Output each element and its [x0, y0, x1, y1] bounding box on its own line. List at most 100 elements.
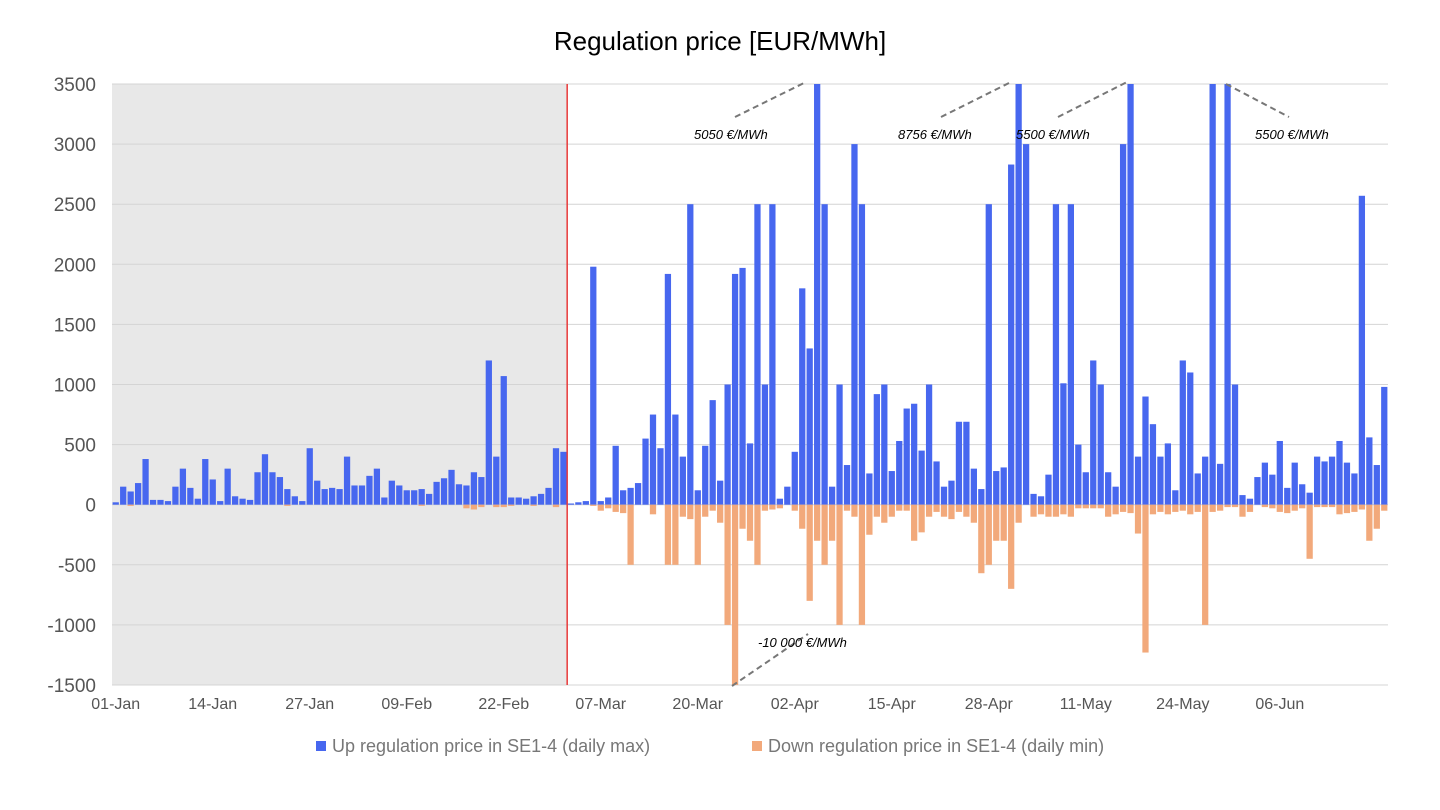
down-bar [1209, 504, 1216, 512]
down-bar [1075, 504, 1082, 509]
up-bar [530, 496, 537, 505]
up-bar [403, 490, 410, 505]
up-bar [851, 144, 858, 505]
up-bar [687, 204, 694, 505]
up-bar [388, 480, 395, 505]
down-bar [1313, 504, 1321, 508]
down-bar [791, 504, 798, 511]
up-bar [515, 497, 522, 505]
up-bar [1022, 144, 1030, 505]
down-bar [1097, 504, 1104, 509]
down-bar [814, 504, 821, 541]
up-bar [508, 497, 515, 505]
up-bar [381, 497, 388, 505]
down-bar [664, 504, 672, 565]
up-bar [1000, 467, 1007, 505]
down-bar [933, 504, 940, 512]
down-bar [418, 504, 425, 506]
down-bar [1067, 504, 1074, 517]
up-bar [1142, 396, 1149, 505]
down-bar [1381, 504, 1388, 511]
down-bar [1157, 504, 1164, 512]
up-bar [896, 440, 903, 505]
up-bar [955, 421, 963, 505]
up-bar [448, 469, 455, 505]
x-tick-label: 06-Jun [1255, 696, 1304, 713]
up-bar [269, 472, 276, 505]
annotation-label: 5500 €/MWh [1255, 127, 1329, 142]
down-bar [769, 504, 776, 510]
down-bar [127, 504, 134, 506]
up-bar [590, 266, 597, 505]
down-bar [1299, 504, 1306, 509]
up-bar [1149, 424, 1157, 505]
up-bar [172, 486, 179, 505]
up-bar [918, 450, 925, 505]
up-bar [1082, 472, 1089, 505]
down-bar [1343, 504, 1351, 514]
annotation-label: 5500 €/MWh [1016, 127, 1090, 142]
up-bar [1231, 384, 1239, 505]
up-bar [1239, 495, 1246, 505]
down-bar [1358, 504, 1366, 510]
up-bar [418, 489, 425, 505]
up-bar [1067, 204, 1074, 505]
down-bar [478, 504, 485, 508]
up-bar [993, 471, 1000, 505]
up-bar [306, 448, 313, 505]
up-bar [351, 485, 358, 505]
annotation-leader [1225, 83, 1290, 118]
up-bar [1366, 437, 1373, 505]
down-bar [843, 504, 851, 511]
down-bar [911, 504, 918, 541]
up-bar [806, 348, 813, 505]
down-bar [821, 504, 828, 565]
x-tick-label: 02-Apr [771, 696, 820, 713]
up-bar [1284, 487, 1291, 505]
down-bar [694, 504, 701, 565]
up-bar [396, 485, 403, 505]
up-bar [784, 486, 791, 505]
down-bar [836, 504, 843, 625]
up-bar [1276, 440, 1283, 505]
down-bar [806, 504, 813, 601]
up-bar [231, 496, 239, 505]
down-bar [1060, 504, 1067, 515]
down-bar [940, 504, 948, 517]
down-bar [1336, 504, 1343, 515]
down-bar [1008, 504, 1015, 589]
down-bar [858, 504, 866, 625]
down-bar [896, 504, 903, 511]
down-bar [493, 504, 500, 508]
up-bar [1008, 164, 1015, 505]
up-bar [575, 502, 582, 505]
down-bar [985, 504, 992, 565]
down-bar [1164, 504, 1172, 515]
up-bar [194, 498, 201, 505]
y-tick-label: 0 [85, 496, 96, 517]
up-bar [1060, 383, 1067, 505]
up-bar [754, 204, 761, 505]
up-bar [873, 394, 880, 505]
down-bar [605, 504, 612, 509]
down-bar [1187, 504, 1194, 515]
annotation-leader [1057, 81, 1128, 118]
up-bar [881, 384, 888, 505]
up-bar [1336, 440, 1343, 505]
up-bar [776, 498, 783, 505]
up-bar [261, 454, 269, 505]
down-bar [1179, 504, 1186, 511]
up-bar [694, 490, 701, 505]
up-bar [187, 487, 194, 505]
up-bar [1351, 473, 1358, 505]
up-bar [493, 456, 500, 505]
up-bar [291, 496, 298, 505]
down-bar [1172, 504, 1179, 512]
up-bar [1075, 444, 1082, 505]
y-tick-label: 1000 [54, 376, 96, 397]
x-tick-label: 01-Jan [91, 696, 140, 713]
down-bar [978, 504, 985, 574]
x-tick-label: 11-May [1060, 696, 1112, 713]
annotation-leader [734, 81, 807, 118]
down-bar [1127, 504, 1134, 514]
